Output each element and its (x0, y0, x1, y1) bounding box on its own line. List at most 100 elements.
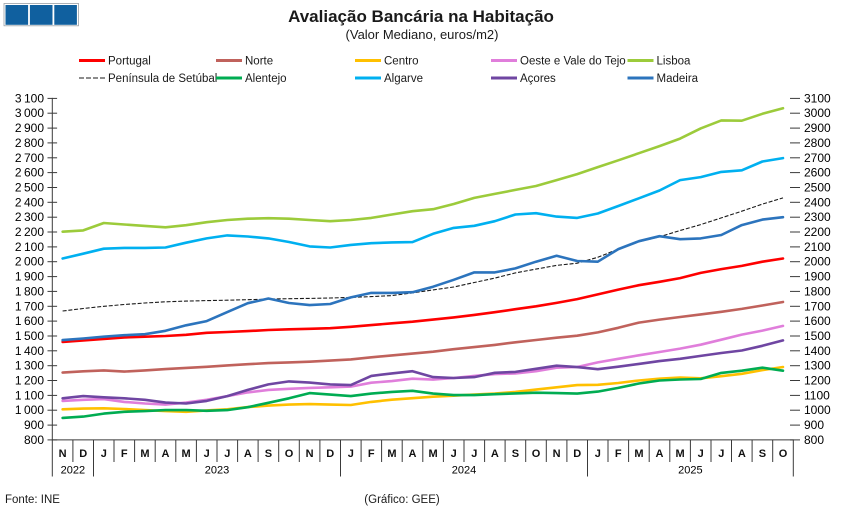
svg-text:2 900: 2 900 (15, 121, 44, 135)
svg-text:2000: 2000 (804, 255, 831, 269)
svg-text:1900: 1900 (804, 270, 831, 284)
svg-text:A: A (409, 448, 417, 460)
svg-text:1 900: 1 900 (15, 270, 44, 284)
svg-text:N: N (59, 448, 67, 460)
svg-text:Algarve: Algarve (384, 73, 423, 85)
svg-text:1200: 1200 (804, 374, 831, 388)
svg-text:O: O (285, 448, 294, 460)
svg-text:900: 900 (804, 418, 824, 432)
svg-text:2 500: 2 500 (15, 181, 44, 195)
svg-text:2500: 2500 (804, 181, 831, 195)
svg-text:800: 800 (24, 433, 44, 447)
svg-text:2 200: 2 200 (15, 225, 44, 239)
svg-text:A: A (244, 448, 252, 460)
svg-text:F: F (368, 448, 375, 460)
svg-text:Fonte: INE: Fonte: INE (5, 494, 60, 506)
svg-text:S: S (759, 448, 766, 460)
svg-text:Península de Setúbal: Península de Setúbal (108, 73, 217, 85)
svg-text:1 300: 1 300 (15, 359, 44, 373)
svg-text:1 600: 1 600 (15, 314, 44, 328)
svg-text:3 100: 3 100 (15, 91, 44, 105)
svg-text:2400: 2400 (804, 195, 831, 209)
svg-text:J: J (204, 448, 210, 460)
svg-text:Norte: Norte (245, 56, 273, 68)
svg-text:Portugal: Portugal (108, 56, 151, 68)
svg-text:1800: 1800 (804, 284, 831, 298)
svg-text:1 800: 1 800 (15, 284, 44, 298)
svg-text:J: J (451, 448, 457, 460)
svg-text:2023: 2023 (205, 465, 229, 477)
svg-text:O: O (532, 448, 541, 460)
svg-text:N: N (553, 448, 561, 460)
svg-text:M: M (634, 448, 643, 460)
svg-text:2600: 2600 (804, 166, 831, 180)
svg-text:Madeira: Madeira (657, 73, 699, 85)
svg-text:A: A (491, 448, 499, 460)
svg-text:J: J (698, 448, 704, 460)
svg-text:2800: 2800 (804, 136, 831, 150)
svg-text:J: J (348, 448, 354, 460)
svg-text:J: J (471, 448, 477, 460)
svg-text:A: A (738, 448, 746, 460)
svg-text:1 200: 1 200 (15, 374, 44, 388)
svg-text:1 000: 1 000 (15, 403, 44, 417)
svg-text:3100: 3100 (804, 91, 831, 105)
svg-text:1400: 1400 (804, 344, 831, 358)
svg-text:2 400: 2 400 (15, 195, 44, 209)
svg-text:2025: 2025 (678, 465, 702, 477)
svg-text:S: S (265, 448, 272, 460)
svg-text:F: F (615, 448, 622, 460)
svg-text:1600: 1600 (804, 314, 831, 328)
svg-text:1300: 1300 (804, 359, 831, 373)
svg-text:M: M (676, 448, 685, 460)
svg-text:(Valor Mediano, euros/m2): (Valor Mediano, euros/m2) (346, 27, 499, 42)
svg-text:2200: 2200 (804, 225, 831, 239)
svg-text:M: M (387, 448, 396, 460)
svg-text:J: J (718, 448, 724, 460)
svg-text:1700: 1700 (804, 299, 831, 313)
svg-text:O: O (779, 448, 788, 460)
svg-text:2300: 2300 (804, 210, 831, 224)
svg-text:2 700: 2 700 (15, 151, 44, 165)
svg-text:2900: 2900 (804, 121, 831, 135)
svg-text:900: 900 (24, 418, 44, 432)
svg-text:N: N (306, 448, 314, 460)
svg-text:1000: 1000 (804, 403, 831, 417)
svg-text:D: D (326, 448, 334, 460)
svg-text:J: J (595, 448, 601, 460)
svg-text:3000: 3000 (804, 106, 831, 120)
svg-text:3 000: 3 000 (15, 106, 44, 120)
svg-text:1500: 1500 (804, 329, 831, 343)
svg-text:1100: 1100 (804, 388, 830, 402)
svg-text:1 500: 1 500 (15, 329, 44, 343)
svg-text:800: 800 (804, 433, 824, 447)
svg-text:2024: 2024 (452, 465, 476, 477)
svg-text:M: M (429, 448, 438, 460)
svg-text:2100: 2100 (804, 240, 831, 254)
svg-text:2 800: 2 800 (15, 136, 44, 150)
svg-text:S: S (512, 448, 519, 460)
svg-text:(Gráfico: GEE): (Gráfico: GEE) (364, 494, 440, 506)
svg-text:2 600: 2 600 (15, 166, 44, 180)
svg-text:Centro: Centro (384, 56, 419, 68)
svg-text:2 000: 2 000 (15, 255, 44, 269)
svg-text:Açores: Açores (520, 73, 556, 85)
svg-text:2 300: 2 300 (15, 210, 44, 224)
svg-text:Alentejo: Alentejo (245, 73, 287, 85)
svg-text:Lisboa: Lisboa (657, 56, 691, 68)
svg-text:J: J (224, 448, 230, 460)
svg-text:J: J (101, 448, 107, 460)
svg-text:M: M (140, 448, 149, 460)
svg-text:2 100: 2 100 (15, 240, 44, 254)
svg-text:2700: 2700 (804, 151, 831, 165)
svg-text:M: M (182, 448, 191, 460)
svg-text:A: A (656, 448, 664, 460)
svg-text:1 100: 1 100 (15, 388, 44, 402)
svg-text:F: F (121, 448, 128, 460)
svg-text:A: A (162, 448, 170, 460)
svg-text:D: D (79, 448, 87, 460)
svg-text:Oeste e Vale do Tejo: Oeste e Vale do Tejo (520, 56, 626, 68)
svg-text:1 400: 1 400 (15, 344, 44, 358)
svg-text:Avaliação Bancária na Habitaçã: Avaliação Bancária na Habitação (288, 7, 554, 26)
svg-text:1 700: 1 700 (15, 299, 44, 313)
